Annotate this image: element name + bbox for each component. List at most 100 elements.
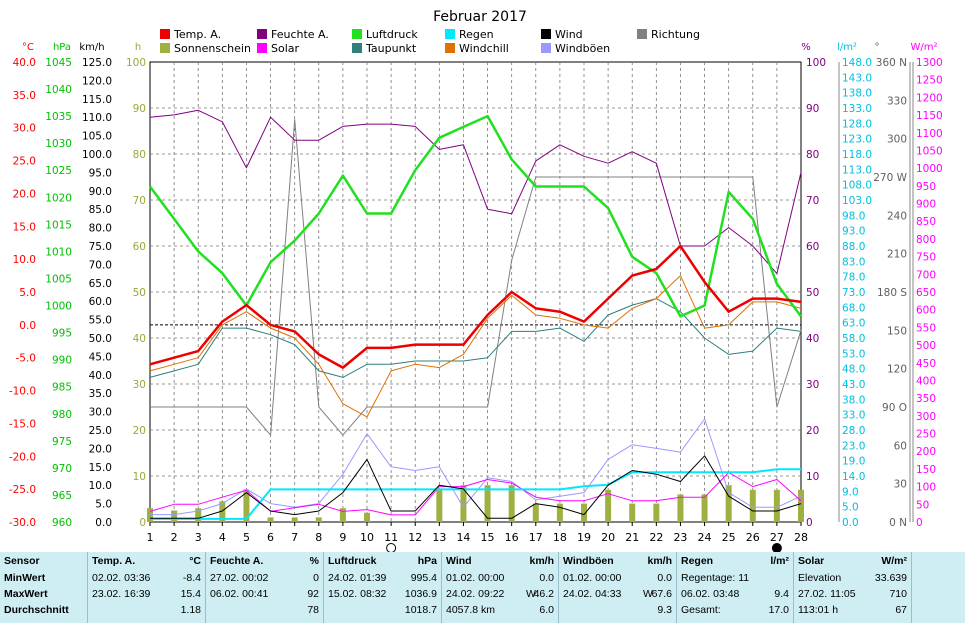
- axis-tick-rain: 133.0: [842, 103, 872, 115]
- axis-tick-humidity: 40: [806, 333, 819, 345]
- x-tick-label: 27: [770, 531, 784, 544]
- stats-temp-min-time: 02.02. 03:36: [92, 572, 151, 584]
- axis-tick-rain: 138.0: [842, 88, 872, 100]
- x-tick-label: 9: [339, 531, 346, 544]
- stats-humidity-max: 92: [307, 588, 319, 600]
- axis-tick-rain: 14.0: [842, 471, 865, 483]
- legend-label: Temp. A.: [173, 28, 221, 41]
- sunshine-bar: [484, 485, 491, 522]
- axis-tick-solar: 800: [916, 234, 936, 246]
- series-line-richtung: [150, 119, 802, 436]
- legend-label: Feuchte A.: [271, 28, 329, 41]
- axis-tick-rain: 103.0: [842, 195, 872, 207]
- series-line-solar: [149, 472, 802, 516]
- axis-tick-wind: 80.0: [89, 223, 112, 235]
- axis-tick-sun: 30: [133, 379, 146, 391]
- stats-pressure-avg: 1018.7: [404, 604, 437, 616]
- axis-tick-solar: 450: [916, 358, 936, 370]
- stats-wind-column: Wind km/h 01.02. 00:00 0.0 24.02. 09:22 W 46…: [442, 552, 559, 623]
- axis-tick-pressure: 1040: [45, 84, 72, 96]
- axis-unit-solar: W/m²: [910, 42, 937, 53]
- stats-wind-max-dir: W: [526, 588, 536, 600]
- sunshine-bar: [556, 503, 563, 522]
- axis-tick-temp: 30.0: [13, 123, 36, 135]
- axis-tick-pressure: 1020: [45, 192, 72, 204]
- axis-tick-solar: 1300: [916, 57, 943, 69]
- x-tick-label: 28: [794, 531, 808, 544]
- axis-tick-direction: 90 O: [882, 402, 907, 414]
- sunshine-bar: [339, 508, 346, 522]
- weather-chart: Februar 2017 Temp. A. Feuchte A. Luftdruck…: [9, 9, 943, 552]
- stats-rain-total-label: Gesamt:: [681, 604, 721, 616]
- sunshine-bar: [508, 485, 515, 522]
- axis-tick-wind: 20.0: [89, 443, 112, 455]
- sunshine-bar: [195, 508, 202, 522]
- axis-tick-wind: 45.0: [89, 351, 112, 363]
- axis-tick-rain: 73.0: [842, 287, 865, 299]
- axis-tick-direction: 0 N: [889, 517, 907, 529]
- legend-label: Wind: [555, 28, 583, 41]
- axis-tick-wind: 25.0: [89, 425, 112, 437]
- axis-tick-wind: 50.0: [89, 333, 112, 345]
- axis-tick-rain: 9.0: [842, 486, 859, 498]
- legend-swatch: [445, 29, 455, 39]
- axis-tick-rain: 148.0: [842, 57, 872, 69]
- sunshine-bar: [773, 489, 780, 522]
- axis-tick-sun: 20: [133, 425, 146, 437]
- axis-tick-temp: -5.0: [16, 353, 37, 365]
- x-tick-label: 13: [432, 531, 446, 544]
- x-axis-ticks: 1 2 3 4 5 6 7 8 9 10 11 12 13 14 15 16 17 18 19 20 21 22 23 24 2…: [147, 522, 808, 544]
- sunshine-bar: [605, 489, 612, 522]
- axis-tick-rain: 19.0: [842, 456, 865, 468]
- axis-tick-wind: 110.0: [82, 112, 112, 124]
- series-line-regen: [150, 468, 801, 520]
- axis-tick-solar: 300: [916, 411, 936, 423]
- axis-tick-sun: 80: [133, 149, 146, 161]
- stats-solar-max-time: 27.02. 11:05: [798, 588, 856, 600]
- stats-solar-column: Solar W/m² Elevation 33.639 27.02. 11:05 71…: [794, 552, 912, 623]
- axis-unit-rain: l/m²: [837, 42, 857, 53]
- stats-humidity-min-time: 27.02. 00:02: [210, 572, 269, 584]
- axis-tick-direction: 270 W: [873, 172, 907, 184]
- axis-unit-sun: h: [135, 42, 141, 53]
- legend-swatch: [160, 29, 170, 39]
- stats-gust-max-dir: W: [643, 588, 653, 600]
- axis-tick-rain: 113.0: [842, 164, 872, 176]
- axis-tick-pressure: 975: [52, 436, 72, 448]
- axis-tick-wind: 35.0: [89, 388, 112, 400]
- axis-tick-wind: 75.0: [89, 241, 112, 253]
- axis-tick-temp: -30.0: [9, 517, 36, 529]
- stats-gust-min-time: 01.02. 00:00: [563, 572, 622, 584]
- stats-rain-days: Regentage: 11: [681, 572, 750, 584]
- stats-max-label: MaxWert: [4, 588, 48, 600]
- stats-wind-min-time: 01.02. 00:00: [446, 572, 505, 584]
- stats-temp-column: Temp. A. °C 02.02. 03:36 -8.4 23.02. 16:39…: [88, 552, 206, 623]
- axis-tick-wind: 40.0: [89, 370, 112, 382]
- sunshine-bar: [749, 489, 756, 522]
- axis-tick-direction: 30: [894, 479, 907, 491]
- axis-tick-sun: 60: [133, 241, 146, 253]
- axis-tick-rain: 98.0: [842, 210, 865, 222]
- series-line-wind: [150, 455, 802, 519]
- axis-tick-sun: 100: [126, 57, 146, 69]
- axis-tick-wind: 85.0: [89, 204, 112, 216]
- axis-tick-pressure: 1000: [45, 301, 72, 313]
- axis-tick-sun: 70: [133, 195, 146, 207]
- stats-solar-avg: 67: [895, 604, 907, 616]
- axis-tick-solar: 1100: [916, 128, 943, 140]
- axis-tick-humidity: 50: [806, 287, 819, 299]
- stats-gust-column: Windböen km/h 01.02. 00:00 0.0 24.02. 04:3…: [559, 552, 677, 623]
- axis-tick-rain: 43.0: [842, 379, 865, 391]
- stats-humidity-avg: 78: [307, 604, 319, 616]
- legend-swatch: [257, 29, 267, 39]
- axis-tick-humidity: 70: [806, 195, 819, 207]
- axis-tick-solar: 950: [916, 181, 936, 193]
- legend-swatch: [160, 43, 170, 53]
- axis-tick-wind: 115.0: [82, 94, 112, 106]
- axis-tick-rain: 118.0: [842, 149, 872, 161]
- axis-tick-pressure: 1045: [45, 57, 72, 69]
- sunshine-bar: [798, 489, 804, 522]
- stats-solar-max: 710: [889, 588, 907, 600]
- axis-tick-rain: 48.0: [842, 364, 865, 376]
- legend-swatch: [352, 29, 362, 39]
